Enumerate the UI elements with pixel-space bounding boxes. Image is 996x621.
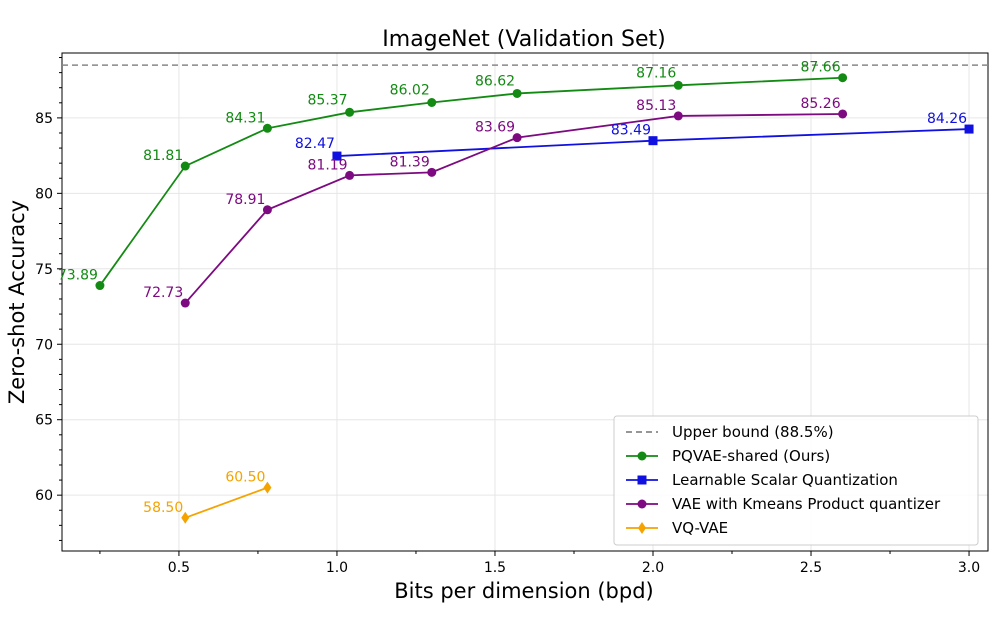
legend-item: Upper bound (88.5%)	[626, 423, 834, 441]
data-label: 78.91	[225, 192, 265, 208]
data-point	[964, 124, 974, 134]
data-point	[262, 205, 272, 215]
data-label: 85.26	[801, 96, 841, 112]
data-labels: 73.89 81.81 84.31 85.37 86.02 86.62 87.16 87.66…	[58, 60, 967, 516]
legend-label: Learnable Scalar Quantization	[672, 471, 898, 489]
data-point	[638, 522, 646, 534]
data-point	[637, 451, 647, 461]
data-point	[648, 136, 658, 146]
data-point	[637, 499, 647, 509]
y-tick-label: 80	[35, 186, 53, 202]
legend-item: PQVAE-shared (Ours)	[626, 447, 830, 465]
axes: 0.5 1.0 1.5 2.0 2.5 3.0 60 65 70 75 80 85	[35, 52, 989, 576]
data-label: 87.16	[636, 65, 676, 81]
series-vae-with-kmeans-product-quantizer	[180, 109, 848, 308]
data-point	[180, 298, 190, 308]
data-label: 60.50	[225, 470, 265, 486]
y-tick-label: 85	[35, 111, 53, 127]
data-point	[512, 133, 522, 143]
y-tick-label: 75	[35, 262, 53, 278]
data-point	[181, 511, 190, 524]
data-label: 85.37	[308, 92, 348, 108]
legend-label: PQVAE-shared (Ours)	[672, 447, 830, 465]
series-line	[184, 486, 268, 519]
data-point	[838, 73, 848, 83]
grid	[62, 53, 988, 551]
x-tick-label: 1.0	[326, 560, 348, 576]
y-axis-title: Zero-shot Accuracy	[5, 200, 29, 404]
data-label: 81.81	[143, 148, 183, 164]
legend-box	[613, 415, 979, 546]
data-label: 84.26	[927, 111, 967, 127]
data-label: 86.62	[475, 73, 515, 89]
data-point	[180, 161, 190, 171]
data-point	[263, 481, 272, 494]
y-tick-label: 60	[35, 488, 53, 504]
legend-item: Learnable Scalar Quantization	[626, 471, 898, 489]
data-label: 85.13	[636, 98, 676, 114]
series-vq-vae	[181, 481, 272, 524]
data-label: 58.50	[143, 500, 183, 516]
data-point	[637, 475, 647, 485]
data-point	[673, 111, 683, 121]
data-label: 87.66	[801, 60, 841, 76]
data-point	[95, 281, 105, 291]
legend-item: VAE with Kmeans Product quantizer	[626, 495, 941, 513]
data-label: 72.73	[143, 285, 183, 301]
x-tick-label: 1.5	[484, 560, 506, 576]
data-point	[262, 123, 272, 133]
data-point	[345, 170, 355, 180]
data-label: 81.19	[308, 157, 348, 173]
data-point	[673, 80, 683, 90]
legend-label: Upper bound (88.5%)	[672, 423, 834, 441]
series-line	[99, 76, 843, 287]
series-learnable-scalar-quantization	[332, 124, 974, 161]
legend-label: VQ-VAE	[672, 519, 728, 537]
x-tick-label: 3.0	[958, 560, 980, 576]
y-tick-label: 65	[35, 413, 53, 429]
data-label: 82.47	[295, 136, 335, 152]
data-point	[345, 107, 355, 117]
data-point	[332, 151, 342, 161]
data-point	[512, 88, 522, 98]
series-pqvae-shared-ours	[95, 73, 848, 291]
x-tick-label: 0.5	[168, 560, 190, 576]
series-layer	[62, 64, 988, 524]
data-label: 81.39	[390, 154, 430, 170]
legend: Upper bound (88.5%) PQVAE-shared (Ours) Le…	[613, 415, 979, 546]
legend-item: VQ-VAE	[626, 519, 728, 537]
data-label: 73.89	[58, 268, 98, 284]
legend-label: VAE with Kmeans Product quantizer	[672, 495, 941, 513]
x-axis-title: Bits per dimension (bpd)	[394, 579, 654, 603]
data-point	[427, 167, 437, 177]
x-tick-label: 2.5	[800, 560, 822, 576]
data-label: 83.49	[611, 123, 651, 139]
y-tick-label: 70	[35, 337, 53, 353]
data-point	[427, 97, 437, 107]
data-label: 83.69	[475, 120, 515, 136]
series-line	[184, 113, 843, 304]
data-label: 84.31	[225, 110, 265, 126]
x-tick-label: 2.0	[642, 560, 664, 576]
data-label: 86.02	[390, 82, 430, 98]
plot-frame	[61, 52, 989, 552]
data-point	[838, 109, 848, 119]
chart-title: ImageNet (Validation Set)	[382, 27, 665, 52]
